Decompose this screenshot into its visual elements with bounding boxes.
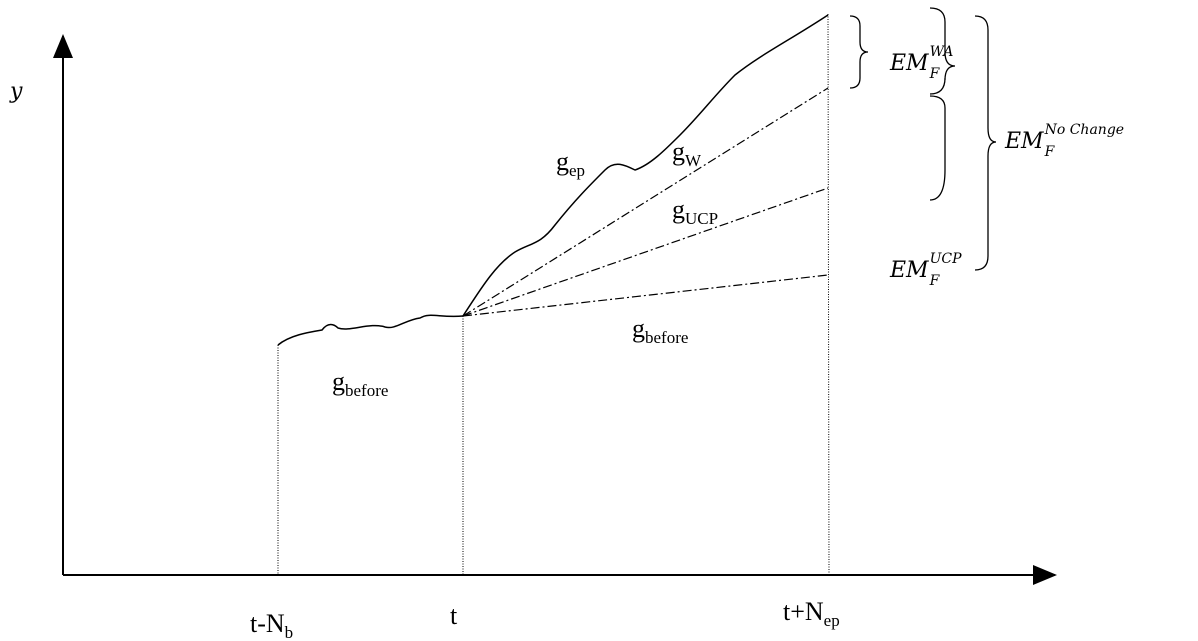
label-sub: UCP [685, 209, 718, 228]
label-sub: before [345, 381, 388, 400]
label-base: EM [1004, 129, 1044, 154]
label-sup: WA [930, 44, 954, 60]
y-label: y [9, 79, 23, 104]
label-base: t+N [783, 597, 824, 626]
label: gUCP [672, 195, 718, 228]
label-sub: ep [824, 611, 840, 630]
label: t [450, 601, 458, 630]
label-sub: F [929, 273, 941, 289]
curve-before [277, 314, 464, 346]
label-sub: b [285, 623, 294, 641]
label-base: g [556, 147, 569, 176]
label-base: g [632, 314, 645, 343]
brace [974, 15, 997, 271]
brace [929, 7, 956, 95]
label-sup: No Change [1044, 122, 1124, 138]
label: gep [556, 147, 585, 180]
brace-label: EM [1004, 129, 1044, 154]
brace [929, 95, 946, 201]
label-sup: UCP [930, 251, 963, 267]
brace-label: EM [889, 51, 929, 76]
label-base: g [672, 137, 685, 166]
label: gW [672, 137, 702, 170]
label: gbefore [632, 314, 688, 347]
line-ucp [462, 187, 829, 317]
line-w [462, 87, 829, 317]
label-base: EM [889, 258, 929, 283]
label-base: g [332, 367, 345, 396]
drop-line [827, 13, 830, 576]
label-base: g [672, 195, 685, 224]
label-sub: before [645, 328, 688, 347]
label: t-Nb [250, 609, 293, 641]
label: gbefore [332, 367, 388, 400]
label-sub: F [929, 66, 941, 82]
label-base: t-N [250, 609, 285, 638]
label-sub: ep [569, 161, 585, 180]
label-sub: W [685, 151, 702, 170]
brace [849, 15, 869, 89]
line-before [462, 274, 829, 317]
label-base: EM [889, 51, 929, 76]
label: t+Nep [783, 597, 840, 630]
curve-ep [462, 14, 829, 317]
label-base: t [450, 601, 458, 630]
brace-label: EM [889, 258, 929, 283]
label-sub: F [1044, 144, 1056, 160]
